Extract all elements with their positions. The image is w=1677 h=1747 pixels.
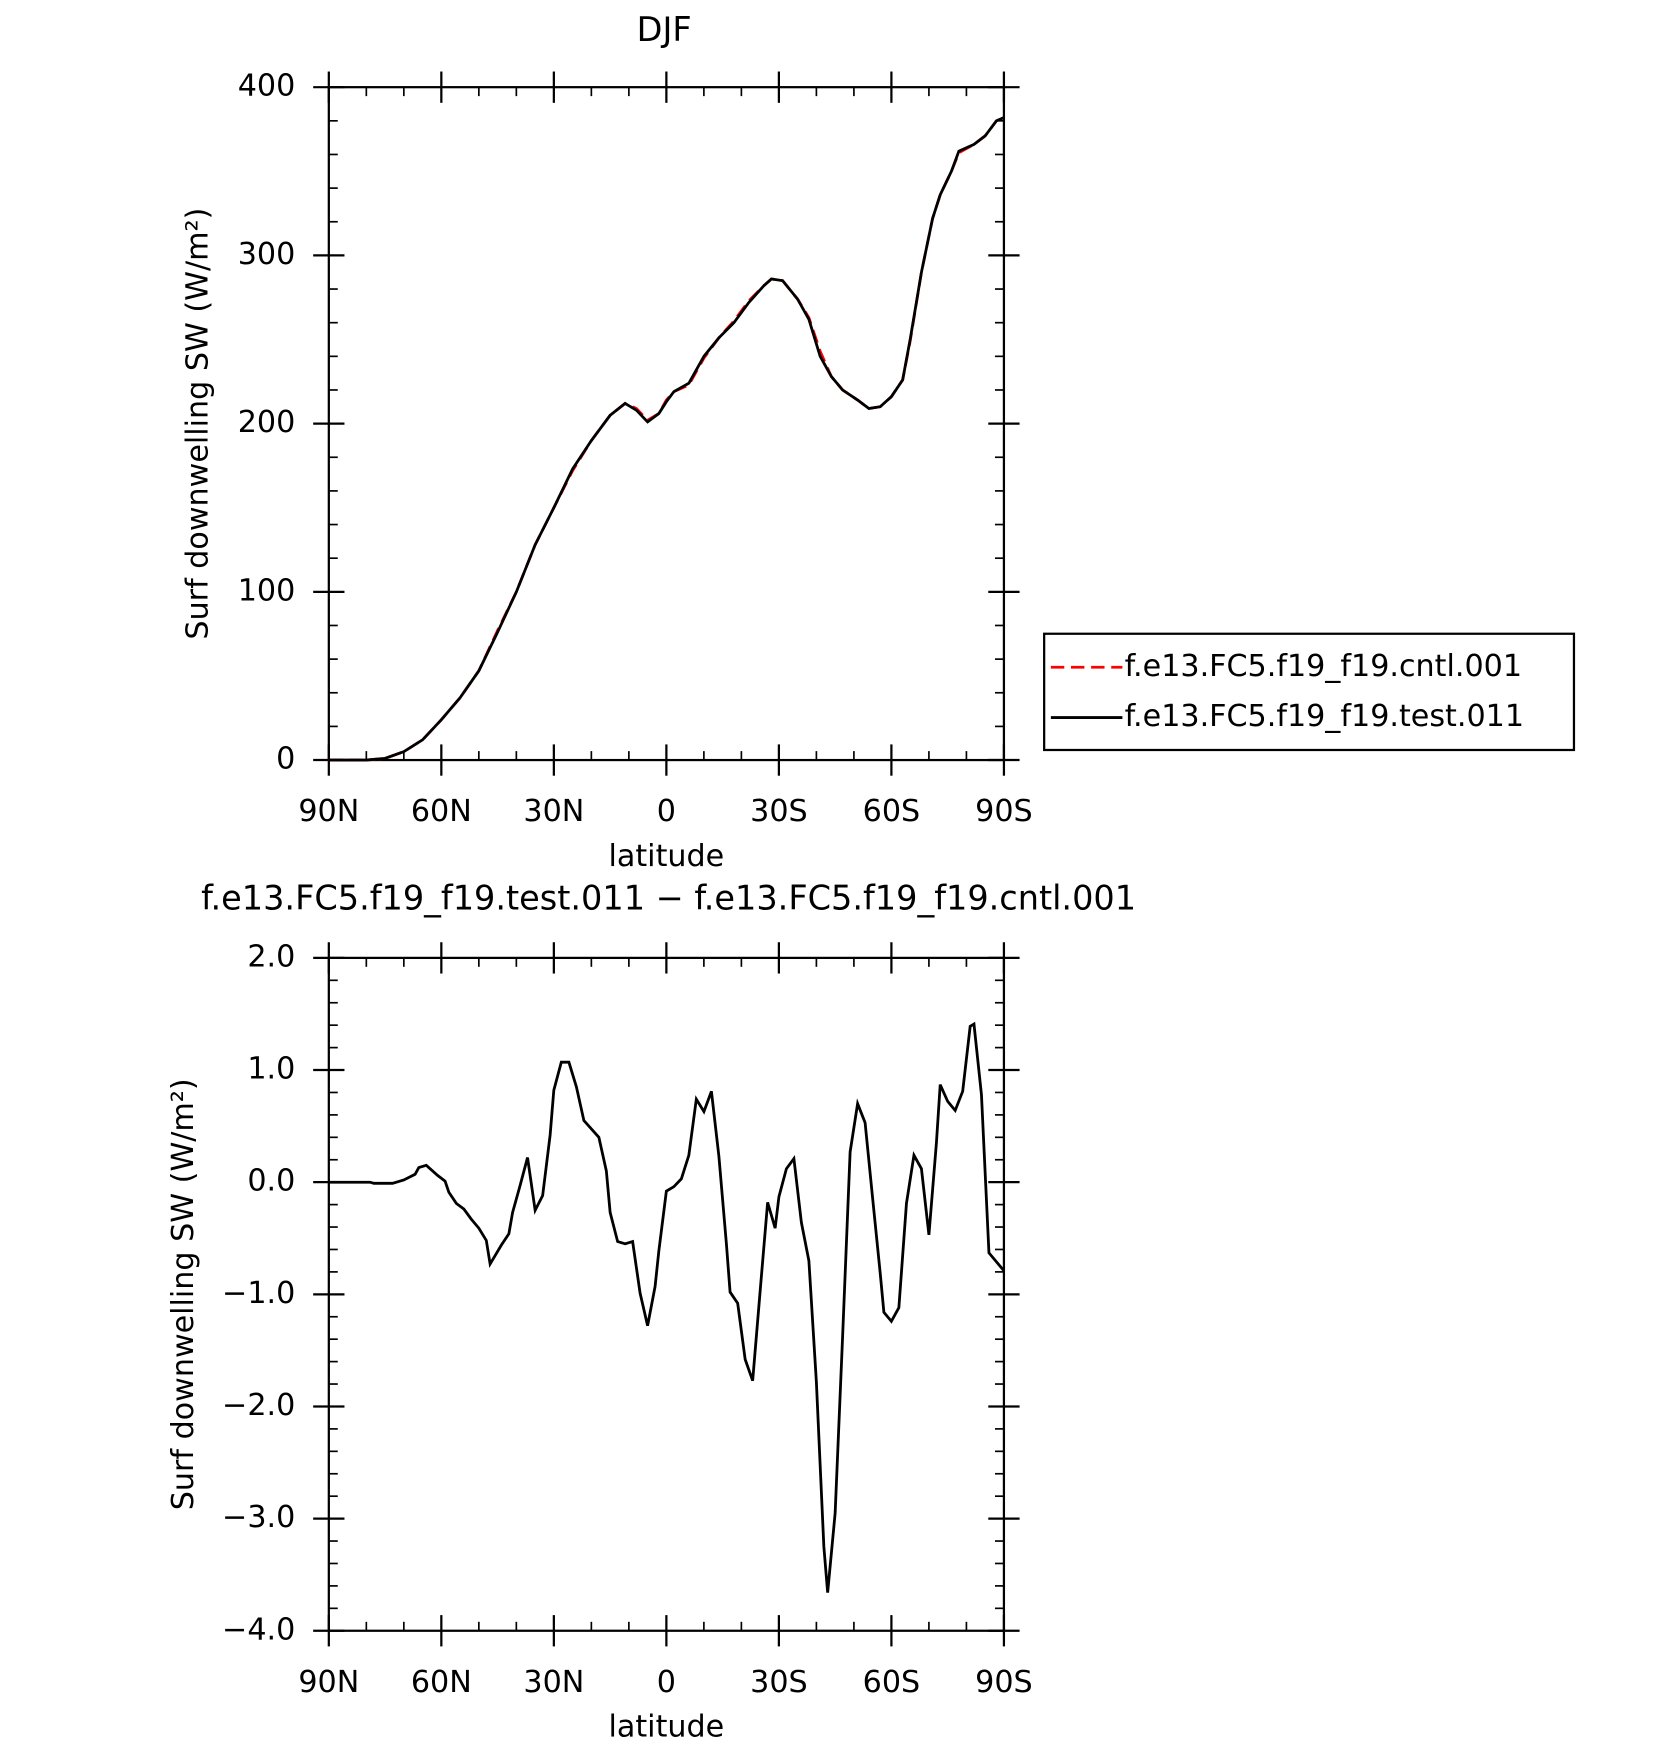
series-line — [328, 1021, 1005, 1593]
x-tick-label: 30N — [523, 1665, 584, 1700]
chart-title: DJF — [637, 10, 692, 49]
series-line — [328, 116, 1005, 762]
x-tick-label: 90S — [975, 1665, 1033, 1700]
x-tick-label: 60S — [863, 794, 921, 829]
series-line — [328, 116, 1005, 762]
y-tick-label: −4.0 — [222, 1612, 295, 1647]
x-tick-label: 0 — [657, 1665, 676, 1700]
y-tick-label: 100 — [238, 573, 296, 608]
y-tick-label: −2.0 — [222, 1388, 295, 1423]
legend-label: f.e13.FC5.f19_f19.test.011 — [1125, 699, 1524, 734]
chart-title: f.e13.FC5.f19_f19.test.011 − f.e13.FC5.f… — [201, 878, 1136, 917]
x-tick-label: 30N — [523, 794, 584, 829]
y-tick-label: 0.0 — [247, 1164, 295, 1199]
x-tick-label: 60N — [411, 1665, 472, 1700]
x-tick-label: 60N — [411, 794, 472, 829]
y-tick-label: 0 — [276, 742, 295, 777]
y-axis-label: Surf downwelling SW (W/m²) — [181, 208, 216, 640]
legend-label: f.e13.FC5.f19_f19.cntl.001 — [1125, 649, 1522, 684]
y-tick-label: 300 — [238, 237, 296, 272]
legend-box — [1043, 632, 1576, 752]
y-tick-label: 2.0 — [247, 939, 295, 974]
y-tick-label: 400 — [238, 69, 296, 104]
x-tick-label: 90N — [298, 794, 359, 829]
y-tick-label: 1.0 — [247, 1052, 295, 1087]
x-tick-label: 30S — [750, 1665, 808, 1700]
x-tick-label: 30S — [750, 794, 808, 829]
plot-frame — [327, 956, 1006, 1632]
x-axis-label: latitude — [609, 839, 725, 874]
plot-frame — [327, 86, 1006, 762]
x-axis-label: latitude — [609, 1709, 725, 1744]
y-axis-label: Surf downwelling SW (W/m²) — [166, 1078, 201, 1510]
x-tick-label: 0 — [657, 794, 676, 829]
x-tick-label: 90S — [975, 794, 1033, 829]
y-tick-label: 200 — [238, 405, 296, 440]
x-tick-label: 60S — [863, 1665, 921, 1700]
y-tick-label: −3.0 — [222, 1500, 295, 1535]
y-tick-label: −1.0 — [222, 1276, 295, 1311]
x-tick-label: 90N — [298, 1665, 359, 1700]
